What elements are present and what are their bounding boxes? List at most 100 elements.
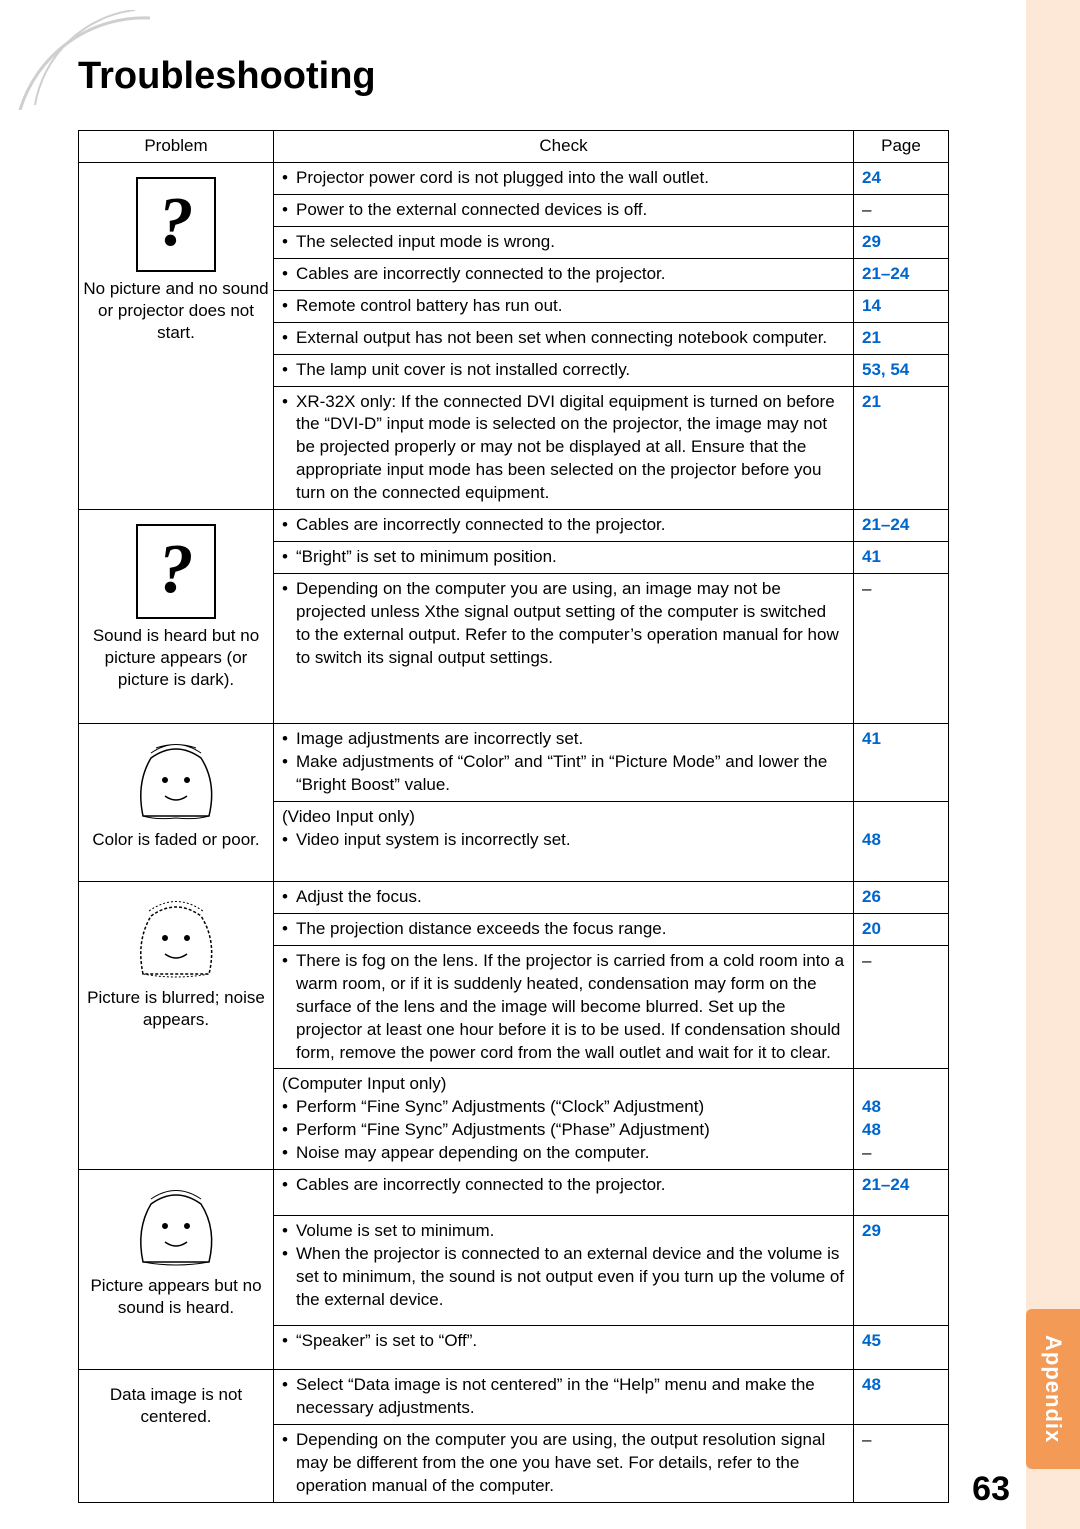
check-cell: The projection distance exceeds the focu…	[274, 913, 854, 945]
page-ref[interactable]: 26	[862, 887, 881, 906]
page-cell: 48 48 –	[854, 1069, 949, 1170]
header-check: Check	[274, 131, 854, 163]
check-cell: Power to the external connected devices …	[274, 194, 854, 226]
check-text: Select “Data image is not centered” in t…	[282, 1374, 845, 1420]
page-ref[interactable]: 45	[862, 1331, 881, 1350]
page-ref[interactable]: 41	[862, 729, 881, 748]
check-text: Perform “Fine Sync” Adjustments (“Clock”…	[282, 1096, 845, 1119]
check-cell: There is fog on the lens. If the project…	[274, 945, 854, 1069]
page-ref[interactable]: 21	[862, 392, 881, 411]
check-text: Adjust the focus.	[282, 886, 845, 909]
page-ref[interactable]: 29	[862, 232, 881, 251]
check-text: Image adjustments are incorrectly set.	[282, 728, 845, 751]
check-cell: The selected input mode is wrong.	[274, 226, 854, 258]
problem-caption: Color is faded or poor.	[83, 829, 269, 851]
table-row: ? No picture and no sound or projector d…	[79, 162, 949, 194]
page-cell: 21–24	[854, 510, 949, 542]
page-cell: –	[854, 1425, 949, 1503]
problem-cell-color-faded: Color is faded or poor.	[79, 724, 274, 882]
page-ref[interactable]: 14	[862, 296, 881, 315]
check-cell: Select “Data image is not centered” in t…	[274, 1370, 854, 1425]
check-cell: “Bright” is set to minimum position.	[274, 542, 854, 574]
header-page: Page	[854, 131, 949, 163]
check-cell: Volume is set to minimum. When the proje…	[274, 1216, 854, 1326]
page-cell: 53, 54	[854, 354, 949, 386]
page-cell: 26	[854, 881, 949, 913]
page-ref[interactable]: 24	[862, 168, 881, 187]
check-text: The projection distance exceeds the focu…	[282, 918, 845, 941]
appendix-tab-label: Appendix	[1040, 1335, 1066, 1443]
table-row: Picture is blurred; noise appears. Adjus…	[79, 881, 949, 913]
problem-caption: Picture is blurred; noise appears.	[83, 987, 269, 1031]
page-ref[interactable]: 21–24	[862, 515, 909, 534]
problem-caption: Sound is heard but no picture appears (o…	[83, 625, 269, 691]
page-ref[interactable]: 53, 54	[862, 360, 909, 379]
check-text: When the projector is connected to an ex…	[282, 1243, 845, 1312]
page-ref[interactable]: 21	[862, 328, 881, 347]
check-cell: XR-32X only: If the connected DVI digita…	[274, 386, 854, 510]
face-icon	[83, 1184, 269, 1269]
check-cell: (Computer Input only) Perform “Fine Sync…	[274, 1069, 854, 1170]
svg-text:?: ?	[159, 184, 194, 261]
table-row: Color is faded or poor. Image adjustment…	[79, 724, 949, 802]
check-cell: Depending on the computer you are using,…	[274, 1425, 854, 1503]
page-ref[interactable]: 48	[862, 1375, 881, 1394]
side-panel	[1026, 0, 1080, 1529]
check-cell: Projector power cord is not plugged into…	[274, 162, 854, 194]
check-text: There is fog on the lens. If the project…	[282, 950, 845, 1065]
problem-caption: Data image is not centered.	[83, 1384, 269, 1428]
appendix-tab: Appendix	[1026, 1309, 1080, 1469]
check-text: Cables are incorrectly connected to the …	[282, 263, 845, 286]
check-cell: Image adjustments are incorrectly set. M…	[274, 724, 854, 802]
page-cell: 21–24	[854, 1170, 949, 1216]
page-ref: –	[862, 951, 871, 970]
check-text: The lamp unit cover is not installed cor…	[282, 359, 845, 382]
page-cell: –	[854, 194, 949, 226]
page-ref: –	[862, 200, 871, 219]
page-cell: 20	[854, 913, 949, 945]
page-ref[interactable]: 48	[862, 1097, 881, 1116]
check-text: Volume is set to minimum.	[282, 1220, 845, 1243]
problem-cell-blurred: Picture is blurred; noise appears.	[79, 881, 274, 1169]
page-cell: 45	[854, 1326, 949, 1370]
problem-cell-not-centered: Data image is not centered.	[79, 1370, 274, 1503]
problem-cell-sound-no-picture: ? Sound is heard but no picture appears …	[79, 510, 274, 724]
check-cell: (Video Input only) Video input system is…	[274, 801, 854, 881]
header-problem: Problem	[79, 131, 274, 163]
check-text: Cables are incorrectly connected to the …	[282, 514, 845, 537]
table-row: Picture appears but no sound is heard. C…	[79, 1170, 949, 1216]
page-cell: 21–24	[854, 258, 949, 290]
face-blur-icon	[83, 896, 269, 981]
problem-caption: No picture and no sound or projector doe…	[83, 278, 269, 344]
check-sublabel: (Video Input only)	[282, 806, 845, 829]
page-ref[interactable]: 48	[862, 1120, 881, 1139]
table-row: Data image is not centered. Select “Data…	[79, 1370, 949, 1425]
page-cell: 41	[854, 724, 949, 802]
check-cell: Cables are incorrectly connected to the …	[274, 510, 854, 542]
page-cell: 41	[854, 542, 949, 574]
check-cell: External output has not been set when co…	[274, 322, 854, 354]
page-ref: –	[862, 1143, 871, 1162]
page-cell: 48	[854, 1370, 949, 1425]
check-text: Cables are incorrectly connected to the …	[282, 1174, 845, 1197]
check-text: Depending on the computer you are using,…	[282, 578, 845, 670]
problem-cell-no-picture-no-sound: ? No picture and no sound or projector d…	[79, 162, 274, 509]
page-title: Troubleshooting	[78, 55, 376, 98]
check-text: Depending on the computer you are using,…	[282, 1429, 845, 1498]
check-cell: Cables are incorrectly connected to the …	[274, 1170, 854, 1216]
page-ref[interactable]: 21–24	[862, 1175, 909, 1194]
page-cell: 21	[854, 322, 949, 354]
page-ref[interactable]: 29	[862, 1221, 881, 1240]
question-icon: ?	[83, 524, 269, 619]
check-cell: “Speaker” is set to “Off”.	[274, 1326, 854, 1370]
page-ref[interactable]: 41	[862, 547, 881, 566]
check-cell: Depending on the computer you are using,…	[274, 574, 854, 724]
check-text: Noise may appear depending on the comput…	[282, 1142, 845, 1165]
page-number: 63	[972, 1470, 1010, 1509]
page-cell: 29	[854, 226, 949, 258]
page-ref[interactable]: 20	[862, 919, 881, 938]
check-cell: The lamp unit cover is not installed cor…	[274, 354, 854, 386]
page-ref[interactable]: 48	[862, 830, 881, 849]
page-ref[interactable]: 21–24	[862, 264, 909, 283]
table-header-row: Problem Check Page	[79, 131, 949, 163]
